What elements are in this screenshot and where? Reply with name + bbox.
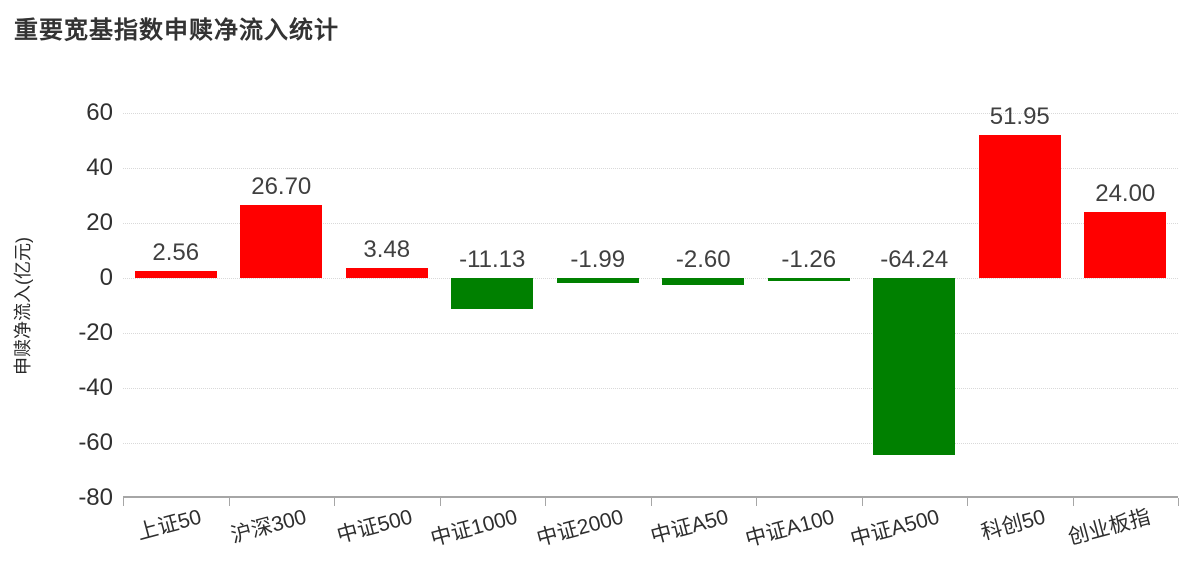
y-tick-label: 0	[99, 264, 113, 291]
plot-area: 60 40 20 0 -20 -40 -60 -80 上证50 2.56 沪深300 26.70 中证5…	[78, 99, 1179, 551]
data-label-上证50: 2.56	[152, 238, 200, 266]
category-cell-上证50: 2.56	[123, 113, 229, 498]
x-axis-tick	[228, 498, 230, 506]
data-label-中证A100: -1.26	[781, 246, 837, 273]
x-axis-tick	[861, 498, 863, 506]
bar-上证50	[134, 270, 217, 278]
x-axis-tick	[967, 498, 968, 506]
y-axis-title: 申赎净流入(亿元)	[13, 237, 33, 375]
x-axis-tick	[756, 498, 757, 506]
data-label-中证A500: -64.24	[880, 246, 949, 273]
category-cell-中证A100: -1.26	[756, 113, 862, 498]
chart-title: 重要宽基指数申赎净流入统计	[14, 17, 339, 44]
x-axis-tick	[1072, 498, 1074, 506]
y-tick-label: -60	[78, 429, 113, 456]
y-tick-label: -40	[78, 374, 113, 401]
gridline-y-0	[123, 278, 1178, 279]
x-axis-tick	[650, 498, 652, 506]
y-tick-label: 60	[86, 99, 113, 126]
bar-中证500	[345, 268, 428, 278]
x-axis-tick	[123, 498, 124, 506]
data-label-沪深300: 26.70	[251, 172, 312, 200]
data-label-创业板指: 24.00	[1095, 180, 1156, 207]
category-cell-沪深300: 26.70	[229, 113, 335, 498]
bar-中证2000	[556, 278, 639, 284]
category-cell-中证1000: -11.13	[440, 113, 546, 498]
gridline-y--40	[123, 388, 1178, 389]
category-cell-中证500: 3.48	[334, 113, 440, 498]
x-axis-tick	[1178, 498, 1179, 506]
gridline-y-20	[123, 223, 1178, 224]
x-axis-tick	[545, 498, 546, 506]
category-cell-中证A50: -2.60	[651, 113, 757, 498]
x-axis-tick	[439, 498, 441, 506]
category-cell-科创50: 51.95	[967, 104, 1073, 498]
y-tick-label: 40	[86, 154, 113, 181]
data-label-中证2000: -1.99	[570, 246, 626, 273]
bar-科创50	[978, 135, 1061, 278]
y-tick-label: -20	[78, 319, 113, 346]
data-label-科创50: 51.95	[989, 103, 1050, 131]
category-cell-中证A500: -64.24	[862, 113, 968, 498]
y-tick-label: -80	[78, 484, 113, 511]
x-axis-tick	[334, 498, 335, 506]
bar-中证1000	[451, 278, 534, 309]
data-label-中证500: 3.48	[363, 236, 411, 264]
category-cell-创业板指: 24.00	[1073, 113, 1179, 498]
gridline-y--20	[123, 333, 1178, 334]
y-tick-label: 20	[86, 209, 113, 236]
bar-中证A100	[767, 278, 850, 282]
gridline-y--60	[123, 443, 1178, 444]
category-cell-中证2000: -1.99	[545, 113, 651, 498]
data-label-中证1000: -11.13	[459, 246, 526, 273]
data-label-中证A50: -2.60	[675, 246, 731, 273]
gridline-y-40	[123, 168, 1178, 169]
bar-中证A500	[873, 278, 956, 455]
bar-创业板指	[1084, 212, 1167, 278]
bar-沪深300	[240, 204, 323, 278]
bar-中证A50	[662, 278, 745, 286]
gridline-y-60	[123, 113, 1178, 114]
